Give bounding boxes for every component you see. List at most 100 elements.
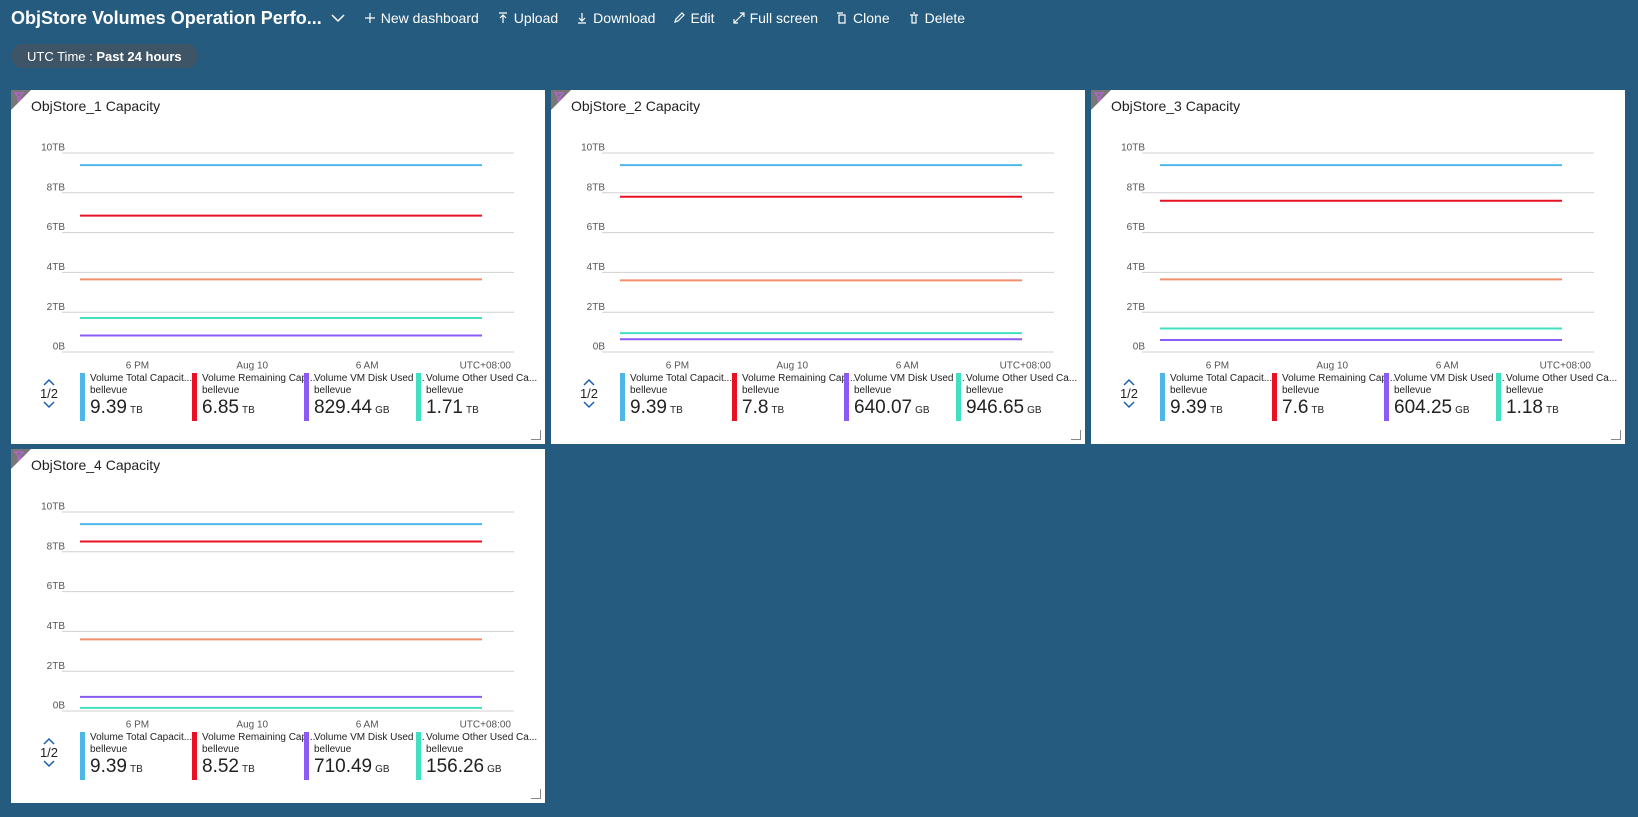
- resize-handle[interactable]: [531, 789, 541, 799]
- filter-icon: [11, 449, 31, 469]
- x-tick-label: 6 AM: [356, 720, 379, 731]
- legend-item[interactable]: Volume Total Capacit... bellevue 9.39 TB: [620, 373, 732, 423]
- legend-swatch: [844, 373, 849, 421]
- legend-number: 1.71: [426, 397, 463, 418]
- filter-icon: [551, 90, 571, 110]
- legend-unit: TB: [1545, 405, 1559, 416]
- legend-subtitle: bellevue: [1282, 385, 1320, 396]
- legend-item[interactable]: Volume Remaining Cap... bellevue 7.6 TB: [1272, 373, 1395, 423]
- toolbar-button[interactable]: Clone: [836, 10, 890, 26]
- x-tick-label: Aug 10: [236, 361, 268, 372]
- toolbar-buttons: New dashboard Upload Download Edit Full scre…: [346, 10, 965, 26]
- legend-name: Volume Total Capacit...: [90, 732, 193, 743]
- legend-item[interactable]: Volume Other Used Ca... bellevue 946.65 GB: [956, 373, 1077, 423]
- legend-item[interactable]: Volume VM Disk Used ... bellevue 604.25 GB: [1384, 373, 1505, 423]
- legend-unit: TB: [1209, 405, 1223, 416]
- x-tick-label: 6 AM: [356, 361, 379, 372]
- legend-subtitle: bellevue: [314, 385, 352, 396]
- legend-item[interactable]: Volume Other Used Ca... bellevue 1.18 TB: [1496, 373, 1617, 423]
- legend-unit: TB: [241, 764, 255, 775]
- dropdown-icon[interactable]: [330, 13, 346, 23]
- legend-value: 9.39 TB: [630, 397, 683, 419]
- filter-icon: [1091, 90, 1111, 110]
- legend-value: 710.49 GB: [314, 756, 390, 778]
- legend-item[interactable]: Volume Remaining Cap... bellevue 8.52 TB: [192, 732, 315, 782]
- legend-value: 6.85 TB: [202, 397, 255, 419]
- legend-value: 9.39 TB: [1170, 397, 1223, 419]
- chart-tile: ObjStore_2 Capacity 0B 2TB 4TB 6TB 8TB 10TB 6 P…: [551, 90, 1085, 444]
- legend-unit: TB: [129, 764, 143, 775]
- legend-item[interactable]: Volume Total Capacit... bellevue 9.39 TB: [80, 732, 193, 782]
- timezone-label: UTC+08:00: [460, 361, 512, 372]
- legend-pager[interactable]: 1/2: [39, 737, 59, 768]
- legend-pager[interactable]: 1/2: [1119, 378, 1139, 409]
- legend-name: Volume Other Used Ca...: [1506, 373, 1618, 384]
- button-icon: [837, 12, 846, 24]
- legend-item[interactable]: Volume Remaining Cap... bellevue 6.85 TB: [192, 373, 315, 423]
- button-icon: [732, 12, 745, 24]
- chart-tile: ObjStore_1 Capacity 0B 2TB 4TB 6TB 8TB 10TB 6 P…: [11, 90, 545, 444]
- time-filter[interactable]: UTC Time : Past 24 hours: [11, 44, 198, 68]
- pager-up: [43, 378, 55, 386]
- legend-item[interactable]: Volume Total Capacit... bellevue 9.39 TB: [1160, 373, 1272, 423]
- legend-item[interactable]: Volume Other Used Ca... bellevue 156.26 GB: [416, 732, 537, 782]
- legend-name: Volume VM Disk Used ...: [1394, 373, 1505, 384]
- y-tick-label: 2TB: [587, 302, 606, 313]
- timezone-label: UTC+08:00: [460, 720, 512, 731]
- legend-number: 1.18: [1506, 397, 1543, 418]
- legend-swatch: [416, 373, 421, 421]
- toolbar-button[interactable]: Delete: [908, 10, 965, 26]
- button-label: Delete: [924, 10, 966, 26]
- legend-value: 8.52 TB: [202, 756, 255, 778]
- legend-item[interactable]: Volume Other Used Ca... bellevue 1.71 TB: [416, 373, 537, 423]
- legend-subtitle: bellevue: [854, 385, 892, 396]
- legend-number: 640.07: [854, 397, 913, 418]
- legend-number: 7.8: [742, 397, 769, 418]
- legend-item[interactable]: Volume VM Disk Used ... bellevue 640.07 GB: [844, 373, 965, 423]
- resize-handle[interactable]: [1611, 430, 1621, 440]
- legend-number: 8.52: [202, 756, 239, 777]
- toolbar-button[interactable]: Upload: [497, 10, 558, 26]
- button-label: Download: [593, 10, 656, 26]
- y-tick-label: 6TB: [47, 581, 66, 592]
- plot: 0B 2TB 4TB 6TB 8TB 10TB 6 PM Aug 10 6 AM UTC+08:0…: [581, 143, 1054, 372]
- button-label: Edit: [690, 10, 715, 26]
- chevron: [43, 737, 55, 745]
- legend-value: 604.25 GB: [1394, 397, 1470, 419]
- x-tick-label: 6 AM: [896, 361, 919, 372]
- chevron: [43, 378, 55, 386]
- legend-subtitle: bellevue: [90, 744, 128, 755]
- legend-value: 640.07 GB: [854, 397, 930, 419]
- resize-handle[interactable]: [531, 430, 541, 440]
- legend-unit: TB: [669, 405, 683, 416]
- legend-pager[interactable]: 1/2: [39, 378, 59, 409]
- legend-item[interactable]: Volume Remaining Cap... bellevue 7.8 TB: [732, 373, 855, 423]
- toolbar-button[interactable]: Download: [576, 10, 655, 26]
- legend-name: Volume Other Used Ca...: [426, 373, 538, 384]
- y-tick-label: 10TB: [41, 502, 65, 513]
- icon-path: [909, 12, 918, 24]
- x-tick-label: 6 PM: [666, 361, 689, 372]
- y-tick-label: 0B: [53, 701, 66, 712]
- legend-item[interactable]: Volume VM Disk Used ... bellevue 710.49 GB: [304, 732, 425, 782]
- dashboard-title[interactable]: ObjStore Volumes Operation Perfo...: [11, 7, 322, 28]
- legend-subtitle: bellevue: [314, 744, 352, 755]
- toolbar-button[interactable]: Edit: [673, 10, 715, 26]
- legend-swatch: [1384, 373, 1389, 421]
- x-tick-label: 6 PM: [126, 720, 149, 731]
- toolbar-button[interactable]: Full screen: [732, 10, 818, 26]
- pager-up: [43, 737, 55, 745]
- chevron: [583, 401, 595, 409]
- chart-tile: ObjStore_3 Capacity 0B 2TB 4TB 6TB 8TB 10TB 6 P…: [1091, 90, 1625, 444]
- legend-swatch: [80, 373, 85, 421]
- y-tick-label: 4TB: [1127, 262, 1146, 273]
- legend-item[interactable]: Volume VM Disk Used ... bellevue 829.44 GB: [304, 373, 425, 423]
- legend-number: 946.65: [966, 397, 1025, 418]
- legend-number: 6.85: [202, 397, 239, 418]
- x-tick-label: 6 AM: [1436, 361, 1459, 372]
- toolbar-button[interactable]: New dashboard: [364, 10, 479, 26]
- legend-item[interactable]: Volume Total Capacit... bellevue 9.39 TB: [80, 373, 192, 423]
- legend-name: Volume VM Disk Used ...: [854, 373, 965, 384]
- legend-pager[interactable]: 1/2: [579, 378, 599, 409]
- resize-handle[interactable]: [1071, 430, 1081, 440]
